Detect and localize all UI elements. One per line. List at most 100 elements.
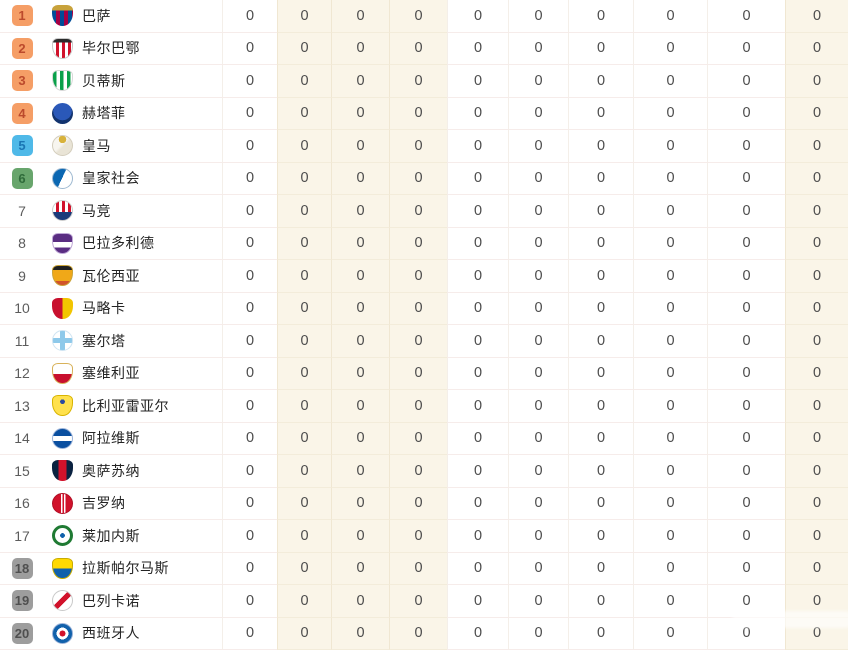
stat-cell: 0	[633, 455, 707, 488]
stat-cell: 0	[277, 260, 331, 293]
stat-cell: 0	[707, 487, 785, 520]
name-cell: 拉斯帕尔马斯	[80, 553, 222, 585]
stat-cell: 0	[222, 585, 277, 618]
stat-cell: 0	[633, 195, 707, 228]
stat-cell: 0	[222, 520, 277, 553]
stat-cell: 0	[389, 162, 447, 195]
team-logo-realmadrid-icon	[51, 135, 73, 157]
rank-cell: 17	[0, 520, 44, 553]
team-name: 马略卡	[82, 300, 126, 317]
stat-cell: 0	[331, 520, 389, 553]
stat-cell: 0	[447, 325, 508, 358]
stat-cell: 0	[277, 455, 331, 488]
stat-cell: 0	[568, 227, 633, 260]
stat-cell: 0	[447, 487, 508, 520]
stat-cell: 0	[568, 162, 633, 195]
name-cell: 巴萨	[80, 0, 222, 33]
stat-cell: 0	[331, 390, 389, 423]
rank-cell: 5	[0, 130, 44, 163]
name-cell: 塞尔塔	[80, 325, 222, 358]
rank-cell: 15	[0, 455, 44, 488]
stat-cell: 0	[447, 292, 508, 325]
rank-cell: 9	[0, 260, 44, 293]
stat-cell: 0	[389, 455, 447, 488]
stat-cell: 0	[633, 260, 707, 293]
stat-cell: 0	[389, 32, 447, 65]
rank-badge: 2	[11, 37, 33, 59]
rank-badge: 11	[14, 332, 30, 349]
stat-cell: 0	[447, 585, 508, 618]
stat-cell: 0	[785, 357, 848, 390]
stat-cell: 0	[508, 32, 568, 65]
team-name: 吉罗纳	[82, 495, 126, 512]
stat-cell: 0	[277, 162, 331, 195]
stat-cell: 0	[331, 65, 389, 98]
team-name: 毕尔巴鄂	[82, 40, 140, 57]
stat-cell: 0	[277, 65, 331, 98]
stat-cell: 0	[331, 162, 389, 195]
team-name: 巴列卡诺	[82, 592, 140, 609]
stat-cell: 0	[785, 552, 848, 585]
stat-cell: 0	[785, 487, 848, 520]
team-logo-bilbao-icon	[51, 37, 73, 59]
stat-cell: 0	[633, 65, 707, 98]
stat-cell: 0	[331, 357, 389, 390]
stat-cell: 0	[568, 65, 633, 98]
name-cell: 西班牙人	[80, 618, 222, 650]
logo-cell	[44, 423, 80, 455]
rank-badge: 18	[11, 557, 33, 579]
team-logo-sociedad-icon	[51, 167, 73, 189]
stat-cell: 0	[222, 487, 277, 520]
logo-cell	[44, 358, 80, 390]
stat-cell: 0	[389, 390, 447, 423]
name-cell: 吉罗纳	[80, 488, 222, 520]
stat-cell: 0	[508, 162, 568, 195]
stat-cell: 0	[508, 65, 568, 98]
stat-cell: 0	[508, 585, 568, 618]
stat-cell: 0	[222, 130, 277, 163]
stat-cell: 0	[331, 32, 389, 65]
stat-cell: 0	[389, 357, 447, 390]
team-name: 比利亚雷亚尔	[82, 397, 169, 414]
stat-cell: 0	[568, 487, 633, 520]
stat-cell: 0	[633, 422, 707, 455]
stat-cell: 0	[277, 520, 331, 553]
team-logo-sevilla-icon	[51, 362, 73, 384]
team-name: 巴萨	[82, 7, 111, 24]
team-logo-celta-icon	[51, 330, 73, 352]
stat-cell: 0	[707, 0, 785, 33]
stat-cell: 0	[277, 357, 331, 390]
logo-cell	[44, 163, 80, 195]
stat-cell: 0	[447, 455, 508, 488]
stat-cell: 0	[707, 455, 785, 488]
rank-cell: 7	[0, 195, 44, 228]
stat-cell: 0	[331, 325, 389, 358]
team-name: 马竞	[82, 202, 111, 219]
team-name: 塞尔塔	[82, 332, 126, 349]
rank-badge: 17	[14, 527, 30, 544]
stat-cell: 0	[331, 0, 389, 33]
stat-cell: 0	[633, 97, 707, 130]
logo-cell	[44, 195, 80, 228]
rank-cell: 11	[0, 325, 44, 358]
